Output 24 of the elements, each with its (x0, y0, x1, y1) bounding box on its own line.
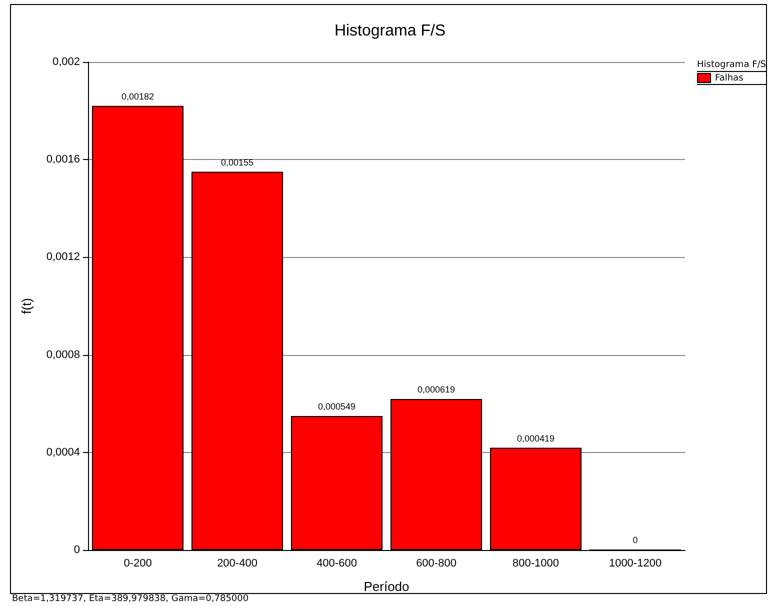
x-tick-label: 800-1000 (512, 558, 559, 570)
data-label: 0,000549 (318, 402, 356, 412)
x-tick-label: 0-200 (124, 558, 152, 570)
legend-label: Falhas (697, 72, 766, 86)
x-tick-label: 400-600 (316, 558, 357, 570)
data-label: 0,000419 (516, 433, 555, 444)
y-tick-label: 0,002 (52, 56, 80, 68)
x-tick-label: 600-800 (416, 558, 456, 570)
y-tick-label: 0 (74, 544, 80, 556)
y-axis-title: f(t) (19, 298, 34, 314)
x-tick-label: 1000-1200 (608, 558, 662, 570)
legend-title: Histograma F/S (697, 60, 766, 72)
x-axis-title: Período (364, 579, 410, 594)
data-label: 0 (632, 535, 638, 545)
y-tick-label: 0,0016 (46, 154, 80, 166)
data-label: 0,000619 (417, 384, 456, 394)
y-tick-label: 0,0008 (46, 348, 80, 361)
chart-title: Histograma F/S (334, 22, 446, 40)
data-label: 0,00182 (121, 91, 154, 102)
text: Beta=1,319737, Eta=389,979838, Gama=0,785000 (12, 594, 249, 604)
data-label: 0,00155 (220, 157, 254, 168)
x-tick-label: 200-400 (217, 558, 258, 570)
y-tick-label: 0,0004 (46, 446, 80, 458)
y-tick-label: 0,0012 (46, 251, 80, 264)
